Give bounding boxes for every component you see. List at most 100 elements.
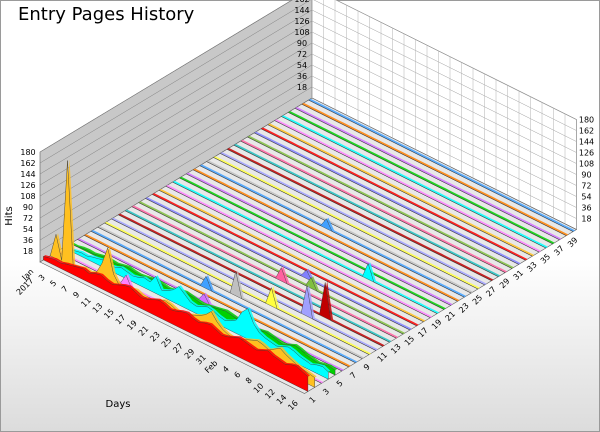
z-tick-label-right: 54: [581, 193, 591, 202]
series-28-top: [227, 148, 494, 281]
z-tick-label-left: 180: [20, 148, 35, 157]
z-tick-label-top: 162: [294, 0, 309, 4]
z-tick-label-top: 126: [294, 17, 309, 26]
z-tick-label-left: 126: [20, 181, 35, 190]
z-tick-label-top: 108: [294, 28, 309, 37]
series-32-top: [254, 131, 521, 265]
series-12-area: [118, 214, 383, 347]
page-tick-label: 23: [457, 301, 471, 315]
left-wall-gridline: [39, 0, 293, 153]
back-wall-gridline: [311, 9, 577, 142]
page-tick-label: 17: [416, 326, 430, 340]
series-11-area: [111, 218, 376, 351]
series-15-area: [138, 202, 404, 335]
z-tick-label-right: 162: [579, 127, 594, 136]
day-tick-label: 6: [232, 370, 242, 380]
z-tick-label-top: 54: [297, 61, 307, 70]
day-tick-label: 7: [60, 284, 70, 294]
series-26-area: [213, 157, 478, 290]
series-23-area: [192, 169, 458, 302]
series-17-top: [152, 193, 419, 326]
page-tick-label: 39: [566, 236, 580, 250]
z-tick-label-right: 72: [581, 182, 591, 191]
series-38-area: [294, 108, 560, 240]
left-wall-gridline: [39, 86, 313, 252]
back-wall-gridline: [311, 86, 577, 219]
z-tick-label-right: 144: [579, 138, 594, 147]
series-31-top: [247, 135, 514, 269]
day-tick-label: 4: [221, 364, 231, 374]
series-34-area: [267, 124, 533, 257]
series-23-top: [193, 168, 460, 302]
y-axis-label: Hits: [4, 206, 15, 225]
page-tick-label: 31: [512, 268, 526, 282]
z-tick-label-top: 72: [297, 50, 307, 59]
series-31-area: [247, 136, 512, 269]
series-25-area: [206, 161, 472, 294]
series-20-area: [172, 181, 438, 314]
series-21-area: [179, 177, 444, 310]
day-tick-label: 3: [37, 273, 47, 283]
left-wall-gridline: [39, 75, 313, 241]
page-tick-label: 13: [389, 342, 403, 356]
series-18-area: [158, 190, 424, 322]
series-2-top: [50, 159, 317, 378]
page-tick-label: 15: [403, 334, 417, 348]
series-13-area: [124, 210, 390, 343]
back-wall-gridline: [311, 42, 577, 175]
series-34-top: [267, 123, 535, 257]
z-tick-label-left: 108: [20, 192, 35, 201]
day-tick-label: 9: [71, 290, 81, 300]
page-tick-label: 1: [308, 395, 318, 405]
series-25-top: [206, 160, 474, 294]
series-15-top: [138, 201, 406, 335]
z-tick-label-right: 126: [579, 149, 594, 158]
series-27-area: [220, 153, 485, 286]
series-1-area: [43, 256, 309, 392]
x-axis-label: Days: [106, 399, 131, 410]
page-tick-label: 11: [376, 350, 390, 364]
z-tick-label-right: 18: [581, 215, 591, 224]
page-tick-label: 7: [348, 370, 358, 380]
series-20-top: [172, 180, 440, 314]
z-tick-label-left: 54: [23, 225, 33, 234]
series-37-top: [288, 111, 555, 244]
series-35-top: [274, 119, 542, 253]
series-29-area: [233, 145, 499, 277]
series-16-area: [145, 198, 410, 331]
page-tick-label: 37: [552, 244, 566, 258]
z-tick-label-top: 36: [297, 72, 307, 81]
left-wall-gridline: [39, 42, 313, 208]
left-wall-gridline: [39, 9, 313, 175]
page-tick-label: 35: [539, 252, 553, 266]
left-wall-gridline: [39, 20, 313, 186]
back-wall-gridline: [311, 64, 577, 197]
left-wall-gridline: [39, 64, 313, 230]
back-wall-gridline: [335, 0, 577, 120]
series-38-top: [295, 107, 562, 240]
chart-title: Entry Pages History: [18, 4, 195, 25]
series-39-area: [301, 104, 567, 236]
page-tick-label: 5: [335, 379, 345, 389]
series-9-area: [97, 227, 363, 359]
series-35-area: [274, 120, 540, 253]
series-19-area: [165, 186, 431, 318]
series-36-top: [281, 115, 548, 248]
z-tick-label-left: 162: [20, 159, 35, 168]
series-30-top: [240, 139, 508, 273]
back-wall-gridline: [311, 20, 577, 153]
z-tick-label-right: 180: [579, 116, 594, 125]
series-33-top: [261, 127, 528, 261]
series-29-top: [233, 143, 501, 277]
series-37-area: [288, 112, 553, 245]
back-wall-gridline: [313, 0, 577, 131]
series-30-area: [240, 140, 506, 273]
series-9-top: [97, 225, 365, 359]
left-wall-gridline: [39, 31, 313, 197]
z-tick-label-top: 144: [294, 6, 309, 15]
z-tick-label-top: 90: [297, 39, 307, 48]
back-wall-gridline: [311, 31, 577, 164]
page-tick-label: 25: [471, 293, 485, 307]
series-40-area: [308, 99, 574, 232]
series-17-area: [152, 194, 417, 327]
